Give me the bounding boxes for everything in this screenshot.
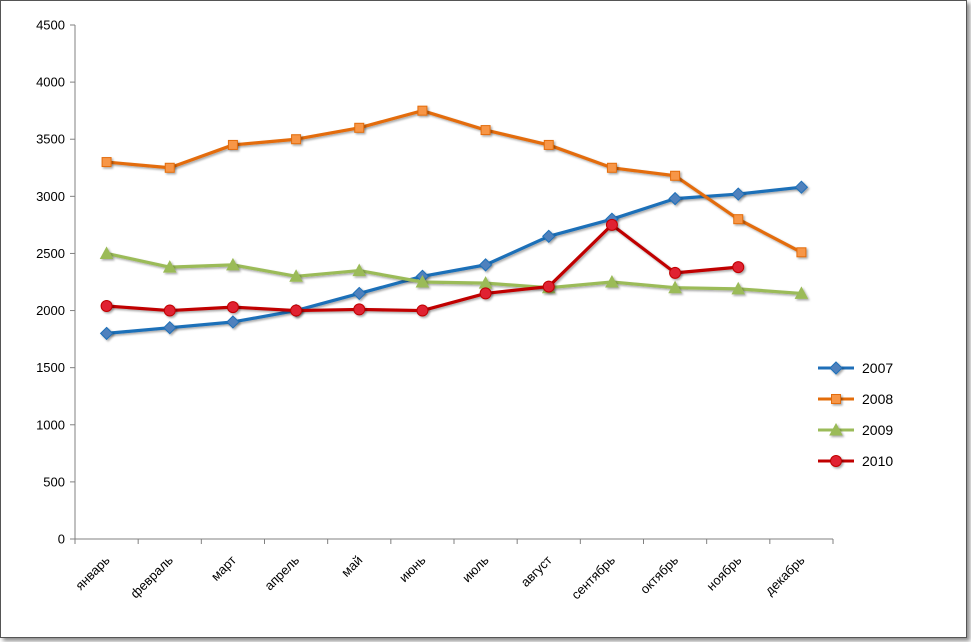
data-point-2010: [732, 261, 745, 274]
x-tick-label: январь: [72, 552, 113, 593]
data-point-2009: [605, 274, 619, 288]
y-tick-label: 1500: [36, 360, 65, 375]
series-2010: [100, 218, 745, 317]
legend-label: 2009: [862, 422, 893, 438]
x-tick-label: сентябрь: [568, 552, 618, 602]
data-point-2008: [480, 125, 491, 136]
data-point-2008: [606, 162, 617, 173]
legend-label: 2010: [862, 453, 893, 469]
legend-marker: [831, 394, 841, 404]
x-tick-label: июнь: [396, 552, 429, 585]
data-point-2007: [226, 315, 240, 329]
data-point-2010: [100, 299, 113, 312]
legend-label: 2008: [862, 391, 893, 407]
legend-label: 2007: [862, 360, 893, 376]
legend-item-2007: 2007: [818, 360, 893, 376]
y-tick-label: 0: [58, 532, 65, 547]
data-point-2010: [226, 301, 239, 314]
legend-marker: [829, 361, 843, 375]
series-2008: [101, 105, 807, 258]
legend-item-2009: 2009: [818, 422, 893, 438]
x-tick-label: май: [338, 553, 365, 580]
x-tick-label: август: [518, 552, 555, 589]
data-point-2009: [415, 274, 430, 288]
data-point-2009: [289, 269, 303, 282]
data-point-2009: [794, 286, 809, 299]
series-line-2008: [104, 109, 804, 254]
data-point-2010: [353, 303, 366, 316]
data-point-2007: [542, 229, 556, 244]
legend-item-2008: 2008: [818, 391, 893, 407]
y-tick-label: 1000: [36, 417, 65, 432]
x-tick-label: декабрь: [762, 552, 808, 598]
series-line-2007: [104, 185, 804, 335]
data-point-2010: [542, 280, 555, 293]
x-tick-label: апрель: [261, 552, 302, 593]
x-tick-label: июль: [459, 552, 492, 585]
data-point-2009: [731, 281, 746, 295]
data-point-2007: [668, 191, 682, 206]
data-point-2008: [543, 139, 554, 150]
data-point-2010: [605, 218, 618, 231]
data-point-2008: [796, 247, 807, 258]
data-point-2009: [162, 260, 177, 273]
series-line-2010: [104, 223, 740, 313]
data-point-2008: [354, 122, 365, 133]
data-point-2009: [99, 246, 114, 259]
y-tick-label: 4500: [36, 18, 65, 33]
data-point-2010: [416, 304, 429, 317]
data-point-2007: [794, 180, 809, 194]
data-point-2008: [291, 134, 302, 145]
y-tick-label: 2500: [36, 246, 65, 261]
y-tick-label: 2000: [36, 303, 65, 318]
x-tick-label: февраль: [127, 552, 176, 601]
data-point-2008: [164, 162, 175, 173]
data-point-2010: [669, 266, 682, 279]
data-point-2010: [290, 304, 303, 317]
legend-marker: [830, 455, 842, 467]
series-2007: [99, 180, 809, 341]
x-tick-label: октябрь: [637, 552, 681, 596]
x-tick-label: март: [208, 552, 239, 583]
series-2009: [99, 246, 809, 299]
y-tick-label: 3500: [36, 132, 65, 147]
data-point-2008: [733, 214, 744, 225]
legend-item-2010: 2010: [818, 453, 893, 469]
series-layer: [99, 105, 809, 341]
data-point-2009: [226, 257, 240, 271]
data-point-2007: [731, 187, 745, 201]
data-point-2009: [352, 263, 367, 277]
data-point-2008: [670, 170, 681, 181]
data-point-2010: [163, 304, 176, 317]
legend-marker: [829, 422, 843, 436]
data-point-2007: [99, 326, 114, 341]
data-point-2007: [352, 286, 366, 301]
series-line-2009: [104, 251, 804, 296]
y-tick-label: 3000: [36, 189, 65, 204]
y-tick-label: 500: [43, 474, 65, 489]
data-point-2010: [479, 287, 492, 300]
x-tick-label: ноябрь: [703, 552, 744, 593]
y-tick-label: 4000: [36, 75, 65, 90]
data-point-2008: [417, 105, 428, 116]
data-point-2008: [101, 157, 112, 168]
data-point-2008: [227, 139, 238, 150]
data-point-2007: [163, 320, 177, 335]
legend: 2007 2008 2009 2010: [818, 360, 893, 469]
data-point-2007: [478, 258, 493, 272]
data-point-2009: [668, 280, 682, 294]
